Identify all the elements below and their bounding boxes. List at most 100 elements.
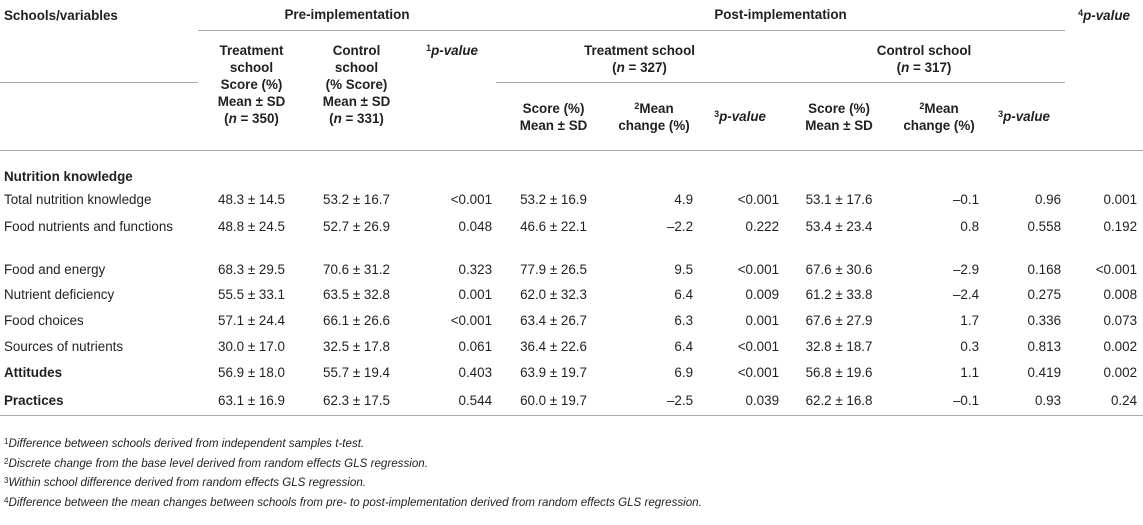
table-cell: 0.222	[745, 218, 780, 234]
header-post-control: Control school (n = 317)	[783, 42, 1066, 83]
footnote-text: Within school difference derived from ra…	[8, 476, 366, 489]
header-p-value-4: 4p-value	[1078, 7, 1130, 23]
header-post-treat-mean-change: 2Mean change (%)	[611, 82, 698, 151]
table-cell: 62.3 ± 17.5	[305, 385, 408, 416]
footnote-text: Discrete change from the base level deri…	[8, 456, 428, 470]
table-cell: 9.5	[674, 262, 694, 277]
table-cell: 53.2 ± 16.9	[520, 191, 587, 207]
table-cell: 0.039	[697, 385, 784, 416]
table-cell: <0.001	[1095, 262, 1138, 277]
table-row: Sources of nutrients 30.0 ± 17.0 32.5 ± 17…	[0, 334, 1143, 360]
table-cell: 55.7 ± 19.4	[323, 365, 390, 380]
table-cell: 0.403	[458, 365, 493, 380]
header-post-control-mean-change: 2Mean change (%)	[895, 82, 984, 151]
table-cell: 56.9 ± 18.0	[218, 365, 285, 380]
table-row: Food nutrients and functions 48.8 ± 24.5 5…	[0, 212, 1143, 258]
table-cell: 63.1 ± 16.9	[198, 385, 305, 416]
table-cell: 0.3	[960, 339, 980, 354]
table-row: Food choices 57.1 ± 24.4 66.1 ± 26.6 <0.001…	[0, 308, 1143, 334]
table-cell: 53.4 ± 23.4	[805, 218, 873, 234]
row-label: Nutrient deficiency	[4, 287, 115, 302]
footnote: 1Difference between schools derived from…	[4, 434, 702, 454]
footnotes: 1Difference between schools derived from…	[4, 434, 702, 512]
table-cell: 63.4 ± 26.7	[520, 313, 587, 328]
table-cell: 0.168	[1027, 262, 1062, 277]
table-cell: 67.6 ± 30.6	[805, 262, 873, 277]
table-cell: 62.2 ± 16.8	[783, 385, 896, 416]
table-cell: 0.544	[408, 385, 497, 416]
footnote-text: Difference between schools derived from …	[8, 437, 365, 450]
header-schools-variables: Schools/variables	[4, 7, 118, 23]
table-cell: –2.4	[952, 287, 980, 302]
table-cell: 0.275	[1027, 287, 1062, 302]
table-cell: 6.9	[674, 365, 694, 380]
table-cell: 48.3 ± 14.5	[218, 191, 285, 207]
table-cell: 0.419	[1027, 365, 1062, 380]
table-cell: 0.93	[983, 385, 1066, 416]
row-label: Attitudes	[4, 365, 63, 380]
table-cell: 56.8 ± 19.6	[805, 365, 873, 380]
table-cell: 0.073	[1103, 313, 1138, 328]
table-cell: 1.1	[960, 365, 980, 380]
table-cell: 63.9 ± 19.7	[520, 365, 587, 380]
footnote-marker: 3	[4, 476, 9, 485]
footnote-marker: 2	[4, 456, 9, 466]
table-row: Total nutrition knowledge 48.3 ± 14.5 53.2…	[0, 187, 1143, 212]
table-cell: 48.8 ± 24.5	[218, 218, 285, 234]
table-cell: 0.8	[960, 218, 980, 234]
header-post-control-p-value: 3p-value	[983, 82, 1066, 151]
table-cell: <0.001	[450, 313, 493, 328]
table-header: Schools/variables Pre-implementation Pos…	[0, 0, 1143, 151]
row-label: Nutrition knowledge	[4, 168, 133, 184]
results-table: Schools/variables Pre-implementation Pos…	[0, 0, 1143, 416]
table-cell: 0.813	[1027, 339, 1062, 354]
header-pre-implementation: Pre-implementation	[198, 0, 497, 31]
table-cell: 0.001	[1103, 191, 1138, 207]
table-cell: –0.1	[895, 385, 984, 416]
table-row: Attitudes 56.9 ± 18.0 55.7 ± 19.4 0.403 63.9…	[0, 360, 1143, 386]
table-cell: 46.6 ± 22.1	[520, 218, 587, 234]
header-pre-p-value: 1p-value	[408, 42, 497, 151]
table-cell: 1.7	[960, 313, 980, 328]
table-cell: 6.4	[674, 339, 694, 354]
table-cell: 0.008	[1103, 287, 1138, 302]
table-cell: 0.002	[1103, 365, 1138, 380]
table-cell: 63.5 ± 32.8	[323, 287, 390, 302]
table-cell: –2.5	[611, 385, 698, 416]
table-cell: 32.8 ± 18.7	[805, 339, 873, 354]
table-cell: <0.001	[737, 262, 780, 277]
table-cell: 62.0 ± 32.3	[520, 287, 587, 302]
table-row: Nutrition knowledge	[0, 151, 1143, 187]
table-cell: 52.7 ± 26.9	[323, 218, 390, 234]
row-label: Practices	[0, 385, 198, 416]
table-cell: 0.001	[745, 313, 780, 328]
table-cell: 53.2 ± 16.7	[323, 191, 390, 207]
table-body: Nutrition knowledge Total nutrition knowl…	[0, 151, 1143, 416]
table-cell: –2.2	[666, 218, 694, 234]
header-pre-control: Control school (% Score) Mean ± SD (n = 331…	[305, 42, 408, 151]
table-cell: 70.6 ± 31.2	[323, 262, 390, 277]
row-label: Food choices	[4, 313, 84, 328]
table-cell: 30.0 ± 17.0	[218, 339, 285, 354]
table-cell: 77.9 ± 26.5	[520, 262, 587, 277]
table-cell: 68.3 ± 29.5	[218, 262, 285, 277]
table-cell: <0.001	[737, 339, 780, 354]
table-cell: 0.002	[1103, 339, 1138, 354]
header-post-control-score: Score (%) Mean ± SD	[783, 82, 896, 151]
table-cell: 61.2 ± 33.8	[805, 287, 873, 302]
table-cell: 36.4 ± 22.6	[520, 339, 587, 354]
footnote: 2Discrete change from the base level der…	[4, 454, 702, 474]
table-row: Practices 63.1 ± 16.9 62.3 ± 17.5 0.544 60.0…	[0, 385, 1143, 416]
footnote: 4Difference between the mean changes bet…	[4, 493, 702, 513]
footnote-marker: 4	[4, 495, 9, 505]
table-cell: 55.5 ± 33.1	[218, 287, 285, 302]
footnote: 3Within school difference derived from r…	[4, 473, 702, 493]
table-cell: 66.1 ± 26.6	[323, 313, 390, 328]
table-cell: –2.9	[952, 262, 980, 277]
table-cell: 4.9	[674, 191, 694, 207]
table-cell: 0.323	[458, 262, 493, 277]
table-cell: <0.001	[450, 191, 493, 207]
header-post-treat-p-value: 3p-value	[697, 82, 784, 151]
row-label: Food and energy	[4, 262, 106, 277]
